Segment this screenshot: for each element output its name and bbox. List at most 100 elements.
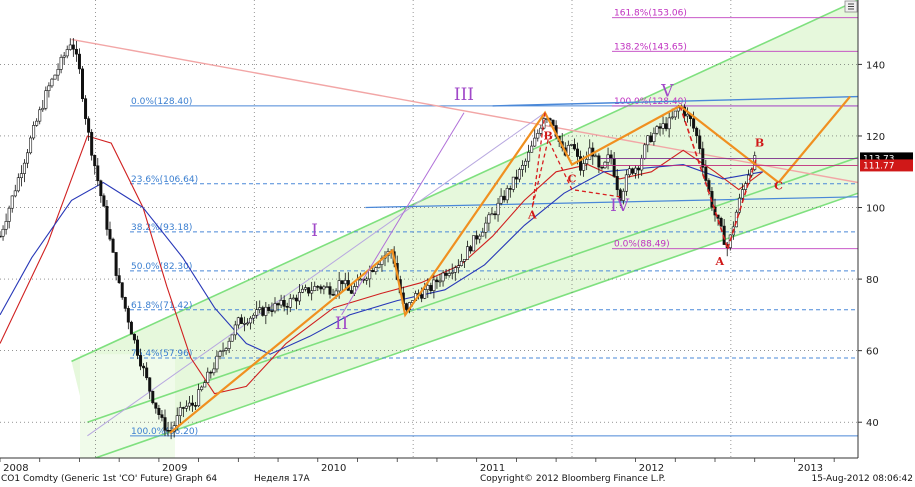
axes: 40 60 80 100 120 140 2008 2009 2010 2011 2012 2013 xyxy=(0,0,885,474)
candle xyxy=(313,281,317,292)
candle xyxy=(227,337,231,354)
candle-body xyxy=(0,235,2,238)
candle-body xyxy=(32,125,36,139)
candle xyxy=(435,276,439,289)
candle-body xyxy=(166,429,170,432)
candle xyxy=(132,333,136,344)
candle-body xyxy=(123,297,127,309)
candle-body xyxy=(319,286,323,290)
candle xyxy=(508,185,512,198)
candle xyxy=(4,213,8,235)
candle xyxy=(634,165,638,179)
abc-label: B xyxy=(544,130,553,143)
candle xyxy=(206,367,210,383)
candle xyxy=(667,112,671,138)
candle xyxy=(120,282,124,300)
candle xyxy=(319,284,323,294)
candle-body xyxy=(575,148,579,157)
candle xyxy=(300,285,304,294)
candle xyxy=(10,195,14,213)
candle-body xyxy=(462,259,466,262)
candle xyxy=(698,129,702,154)
candle xyxy=(331,288,335,296)
candle xyxy=(304,284,308,292)
candle xyxy=(163,409,167,437)
candle-body xyxy=(44,90,48,109)
candle-body xyxy=(505,188,509,201)
candle xyxy=(291,294,295,300)
candle xyxy=(90,129,94,161)
candle xyxy=(374,266,378,275)
candle-body xyxy=(374,267,378,272)
candle-body xyxy=(236,317,240,326)
fib-level-label: 76.4%(57.96) xyxy=(131,349,192,359)
candle-body xyxy=(569,144,573,146)
candle xyxy=(597,153,601,174)
candle xyxy=(197,383,201,408)
candle xyxy=(728,234,732,251)
candle-body xyxy=(661,123,665,129)
candle-body xyxy=(300,288,304,293)
candle xyxy=(0,231,2,238)
candle-body xyxy=(719,218,723,227)
candle-body xyxy=(35,120,39,126)
candle-body xyxy=(81,68,85,99)
candle-body xyxy=(658,126,662,129)
footer-date: 15-Aug-2012 08:06:42 xyxy=(811,474,913,484)
candle xyxy=(239,314,243,324)
candle-body xyxy=(261,307,265,316)
candle-body xyxy=(212,368,216,374)
candle xyxy=(32,121,36,141)
candle-body xyxy=(62,55,66,58)
candle xyxy=(59,54,63,74)
candle xyxy=(322,284,326,295)
candle-body xyxy=(728,234,732,249)
scroll-up-icon[interactable] xyxy=(844,0,858,13)
candle-body xyxy=(10,195,14,209)
footer-copyright: Copyright© 2012 Bloomberg Finance L.P. xyxy=(480,474,666,484)
candle-body xyxy=(441,272,445,282)
candle xyxy=(572,138,576,151)
candle xyxy=(618,187,622,207)
candle-body xyxy=(203,382,207,388)
candle xyxy=(441,269,445,287)
candle-body xyxy=(102,195,106,207)
candle-body xyxy=(450,272,454,274)
candle-body xyxy=(579,156,583,171)
candle xyxy=(74,40,78,62)
candle-body xyxy=(239,317,243,324)
candle-body xyxy=(114,252,118,276)
candle xyxy=(600,166,604,170)
candle-body xyxy=(322,286,326,290)
fib-level-label: 50.0%(82.30) xyxy=(131,262,192,272)
candle-body xyxy=(224,348,228,351)
candle-body xyxy=(652,132,656,143)
candle xyxy=(536,129,540,142)
candle xyxy=(490,207,494,216)
candle-body xyxy=(444,272,448,276)
candle xyxy=(53,74,57,80)
candle-body xyxy=(520,164,524,170)
candle xyxy=(325,282,329,288)
candle-body xyxy=(56,69,60,76)
candle xyxy=(81,66,85,102)
candle-body xyxy=(640,158,644,171)
candle-body xyxy=(331,294,335,296)
candle-body xyxy=(276,303,280,306)
candle-body xyxy=(279,299,283,306)
channel-base-fill xyxy=(80,354,175,458)
fib-level-label: 38.2%(93.18) xyxy=(131,223,192,233)
wave-iii-line xyxy=(341,112,465,316)
candle-body xyxy=(447,273,451,276)
candle-body xyxy=(148,377,152,392)
candle xyxy=(187,396,191,411)
candle xyxy=(524,158,528,173)
candle xyxy=(178,401,182,424)
x-tick-label: 2008 xyxy=(3,463,28,474)
fib-level-label: 0.0%(128.40) xyxy=(131,97,192,107)
candle xyxy=(84,95,88,125)
candle-body xyxy=(524,160,528,166)
candle-body xyxy=(108,229,112,240)
candle-body xyxy=(539,127,543,134)
